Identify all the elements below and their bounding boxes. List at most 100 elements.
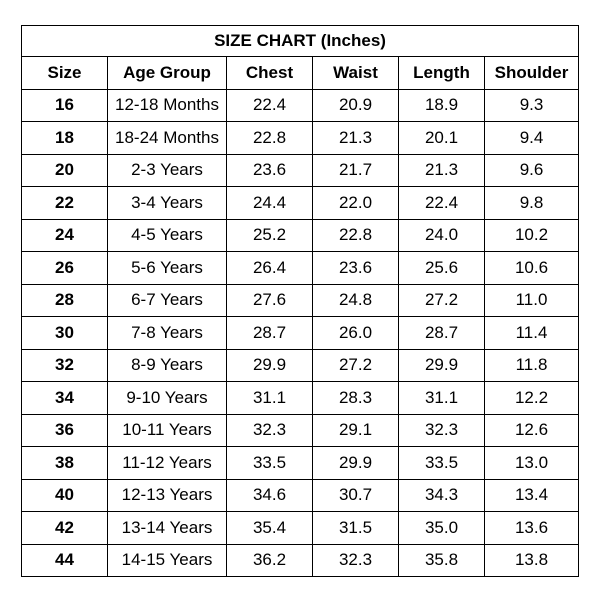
age-group-cell: 7-8 Years <box>107 316 227 350</box>
shoulder-cell: 9.8 <box>483 186 580 220</box>
waist-cell: 23.6 <box>312 251 399 285</box>
table-row: 28 6-7 Years 27.6 24.8 27.2 11.0 <box>21 283 580 317</box>
size-cell: 28 <box>21 283 108 317</box>
size-cell: 18 <box>21 121 108 155</box>
size-cell: 44 <box>21 543 108 577</box>
shoulder-cell: 11.4 <box>483 316 580 350</box>
title-row: SIZE CHART (Inches) <box>20 25 580 57</box>
length-cell: 20.1 <box>398 121 485 155</box>
chest-cell: 25.2 <box>226 218 313 252</box>
age-group-cell: 8-9 Years <box>107 348 227 382</box>
size-cell: 16 <box>21 88 108 122</box>
length-cell: 31.1 <box>398 381 485 415</box>
table-row: 40 12-13 Years 34.6 30.7 34.3 13.4 <box>21 478 580 512</box>
chest-cell: 34.6 <box>226 478 313 512</box>
age-group-cell: 14-15 Years <box>107 543 227 577</box>
length-cell: 35.0 <box>398 511 485 545</box>
length-cell: 24.0 <box>398 218 485 252</box>
chest-cell: 31.1 <box>226 381 313 415</box>
age-group-cell: 12-18 Months <box>107 88 227 122</box>
shoulder-cell: 13.4 <box>483 478 580 512</box>
table-row: 22 3-4 Years 24.4 22.0 22.4 9.8 <box>21 186 580 220</box>
waist-cell: 31.5 <box>312 511 399 545</box>
table-row: 34 9-10 Years 31.1 28.3 31.1 12.2 <box>21 381 580 415</box>
shoulder-cell: 13.0 <box>483 446 580 480</box>
chest-cell: 22.4 <box>226 88 313 122</box>
chest-cell: 32.3 <box>226 413 313 447</box>
chest-cell: 35.4 <box>226 511 313 545</box>
header-row: Size Age Group Chest Waist Length Should… <box>21 56 580 90</box>
column-header-shoulder: Shoulder <box>483 56 580 90</box>
waist-cell: 29.9 <box>312 446 399 480</box>
chest-cell: 24.4 <box>226 186 313 220</box>
table-row: 20 2-3 Years 23.6 21.7 21.3 9.6 <box>21 153 580 187</box>
size-cell: 32 <box>21 348 108 382</box>
table-row: 24 4-5 Years 25.2 22.8 24.0 10.2 <box>21 218 580 252</box>
chest-cell: 23.6 <box>226 153 313 187</box>
table-row: 44 14-15 Years 36.2 32.3 35.8 13.8 <box>21 543 580 577</box>
length-cell: 21.3 <box>398 153 485 187</box>
chest-cell: 26.4 <box>226 251 313 285</box>
column-header-size: Size <box>21 56 108 90</box>
length-cell: 27.2 <box>398 283 485 317</box>
age-group-cell: 6-7 Years <box>107 283 227 317</box>
age-group-cell: 18-24 Months <box>107 121 227 155</box>
waist-cell: 32.3 <box>312 543 399 577</box>
size-cell: 38 <box>21 446 108 480</box>
table-title: SIZE CHART (Inches) <box>20 25 580 57</box>
waist-cell: 26.0 <box>312 316 399 350</box>
length-cell: 33.5 <box>398 446 485 480</box>
size-rows: 16 12-18 Months 22.4 20.9 18.9 9.3 18 18-24 Mon… <box>21 88 580 577</box>
table-row: 36 10-11 Years 32.3 29.1 32.3 12.6 <box>21 413 580 447</box>
column-header-length: Length <box>398 56 485 90</box>
table-row: 18 18-24 Months 22.8 21.3 20.1 9.4 <box>21 121 580 155</box>
shoulder-cell: 13.8 <box>483 543 580 577</box>
length-cell: 32.3 <box>398 413 485 447</box>
length-cell: 25.6 <box>398 251 485 285</box>
size-cell: 24 <box>21 218 108 252</box>
chest-cell: 33.5 <box>226 446 313 480</box>
table-row: 16 12-18 Months 22.4 20.9 18.9 9.3 <box>21 88 580 122</box>
age-group-cell: 5-6 Years <box>107 251 227 285</box>
size-chart-table: SIZE CHART (Inches) Size Age Group Chest… <box>20 25 580 577</box>
shoulder-cell: 11.0 <box>483 283 580 317</box>
shoulder-cell: 13.6 <box>483 511 580 545</box>
length-cell: 22.4 <box>398 186 485 220</box>
waist-cell: 21.7 <box>312 153 399 187</box>
size-cell: 36 <box>21 413 108 447</box>
shoulder-cell: 10.6 <box>483 251 580 285</box>
chest-cell: 22.8 <box>226 121 313 155</box>
shoulder-cell: 9.3 <box>483 88 580 122</box>
column-header-age-group: Age Group <box>107 56 227 90</box>
waist-cell: 20.9 <box>312 88 399 122</box>
size-cell: 34 <box>21 381 108 415</box>
waist-cell: 24.8 <box>312 283 399 317</box>
column-header-chest: Chest <box>226 56 313 90</box>
size-cell: 30 <box>21 316 108 350</box>
age-group-cell: 2-3 Years <box>107 153 227 187</box>
waist-cell: 28.3 <box>312 381 399 415</box>
waist-cell: 22.8 <box>312 218 399 252</box>
waist-cell: 21.3 <box>312 121 399 155</box>
table-row: 38 11-12 Years 33.5 29.9 33.5 13.0 <box>21 446 580 480</box>
shoulder-cell: 12.2 <box>483 381 580 415</box>
table-row: 26 5-6 Years 26.4 23.6 25.6 10.6 <box>21 251 580 285</box>
column-header-waist: Waist <box>312 56 399 90</box>
age-group-cell: 13-14 Years <box>107 511 227 545</box>
table-row: 32 8-9 Years 29.9 27.2 29.9 11.8 <box>21 348 580 382</box>
age-group-cell: 4-5 Years <box>107 218 227 252</box>
table-row: 42 13-14 Years 35.4 31.5 35.0 13.6 <box>21 511 580 545</box>
age-group-cell: 11-12 Years <box>107 446 227 480</box>
waist-cell: 22.0 <box>312 186 399 220</box>
chest-cell: 36.2 <box>226 543 313 577</box>
length-cell: 34.3 <box>398 478 485 512</box>
chest-cell: 29.9 <box>226 348 313 382</box>
table-row: 30 7-8 Years 28.7 26.0 28.7 11.4 <box>21 316 580 350</box>
age-group-cell: 3-4 Years <box>107 186 227 220</box>
size-cell: 42 <box>21 511 108 545</box>
length-cell: 29.9 <box>398 348 485 382</box>
shoulder-cell: 9.4 <box>483 121 580 155</box>
waist-cell: 27.2 <box>312 348 399 382</box>
length-cell: 18.9 <box>398 88 485 122</box>
waist-cell: 29.1 <box>312 413 399 447</box>
